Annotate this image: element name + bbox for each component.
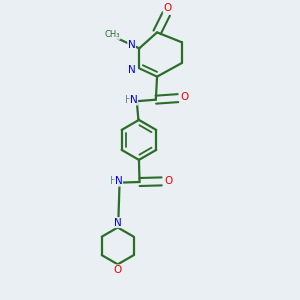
Text: N: N xyxy=(128,65,135,75)
Text: CH₃: CH₃ xyxy=(104,30,120,39)
Text: O: O xyxy=(164,176,172,186)
Text: N: N xyxy=(115,218,122,228)
Text: N: N xyxy=(130,95,138,105)
Text: H: H xyxy=(110,176,118,186)
Text: O: O xyxy=(181,92,189,102)
Text: O: O xyxy=(164,3,172,14)
Text: N: N xyxy=(115,176,122,186)
Text: N: N xyxy=(128,40,135,50)
Text: H: H xyxy=(125,95,133,105)
Text: O: O xyxy=(114,265,122,275)
